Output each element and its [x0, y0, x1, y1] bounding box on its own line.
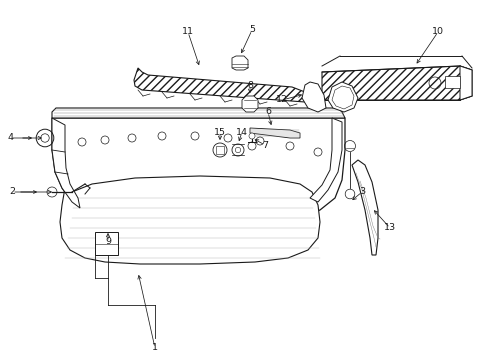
Text: 12: 12 — [275, 95, 287, 104]
Polygon shape — [52, 108, 345, 118]
Text: 13: 13 — [383, 224, 395, 233]
Polygon shape — [351, 160, 377, 255]
Polygon shape — [134, 68, 311, 102]
Text: 2: 2 — [9, 188, 15, 197]
Text: 8: 8 — [246, 81, 252, 90]
Text: 14: 14 — [236, 127, 247, 136]
Polygon shape — [331, 86, 353, 109]
Text: 15: 15 — [214, 127, 225, 136]
Circle shape — [248, 133, 254, 139]
Polygon shape — [302, 82, 325, 112]
Text: 4: 4 — [7, 134, 13, 143]
Polygon shape — [60, 176, 319, 264]
Polygon shape — [242, 96, 258, 112]
Polygon shape — [215, 145, 224, 154]
Polygon shape — [249, 128, 299, 138]
Text: 9: 9 — [105, 238, 111, 247]
Text: 7: 7 — [262, 140, 267, 149]
Text: 10: 10 — [431, 27, 443, 36]
Text: 3: 3 — [358, 188, 365, 197]
Text: 11: 11 — [182, 27, 194, 36]
Polygon shape — [321, 66, 471, 100]
Polygon shape — [52, 118, 345, 224]
Polygon shape — [52, 118, 80, 208]
Text: 1: 1 — [152, 343, 158, 352]
Text: 6: 6 — [264, 108, 270, 117]
Polygon shape — [309, 118, 341, 202]
Polygon shape — [459, 66, 471, 100]
Polygon shape — [231, 56, 247, 70]
Polygon shape — [444, 76, 459, 88]
Polygon shape — [327, 82, 357, 112]
Text: 5: 5 — [248, 26, 254, 35]
Polygon shape — [95, 232, 118, 255]
